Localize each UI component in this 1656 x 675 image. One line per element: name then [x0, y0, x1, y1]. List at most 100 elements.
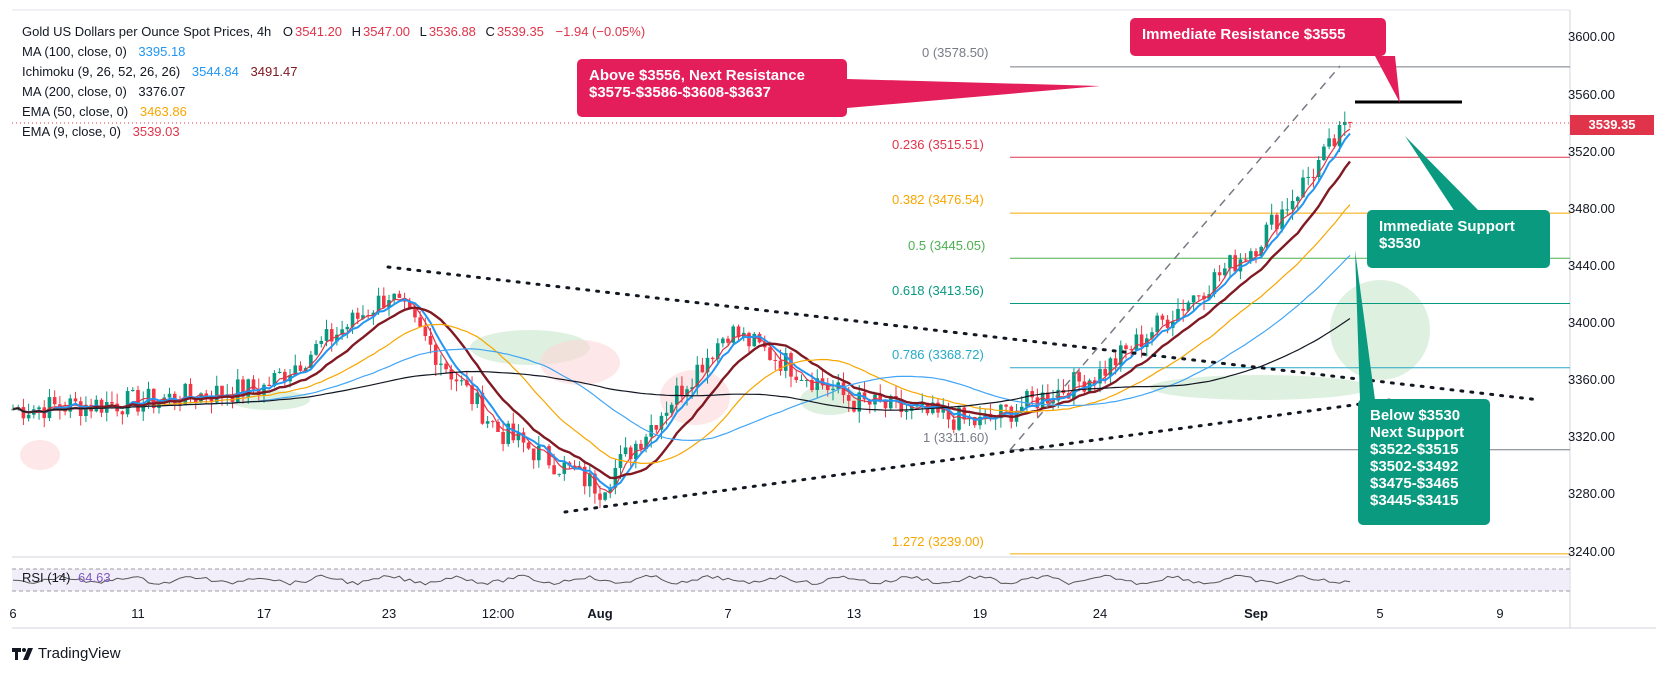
- current-price-tag: 3539.35: [1570, 115, 1654, 135]
- candle-body: [1202, 295, 1206, 300]
- candle-body: [485, 421, 490, 424]
- candle-body: [84, 404, 88, 417]
- candle-body: [695, 364, 700, 388]
- indicator-ema9[interactable]: EMA (9, close, 0) 3539.03: [22, 124, 182, 140]
- indicator-label: EMA (9, close, 0): [22, 124, 121, 139]
- candle-body: [618, 454, 623, 468]
- candle-body: [825, 385, 830, 391]
- candle-body: [376, 295, 381, 313]
- time-tick: 7: [724, 606, 732, 621]
- price-tick: 3520.00: [1568, 144, 1615, 159]
- candle-body: [449, 369, 454, 380]
- candle-body: [516, 432, 521, 441]
- candle-body: [1119, 345, 1123, 366]
- candle-body: [256, 389, 261, 395]
- fib-label-0786: 0.786 (3368.72): [892, 347, 984, 362]
- candle-body: [654, 425, 659, 430]
- candle-body: [773, 359, 778, 361]
- candle-body: [433, 344, 438, 365]
- candle-body: [941, 408, 946, 413]
- candle-body: [1316, 160, 1321, 178]
- rsi-line: [12, 574, 1351, 586]
- candle-body: [459, 380, 464, 382]
- time-tick: 6: [9, 606, 17, 621]
- candle-body: [11, 409, 15, 411]
- candle-body: [588, 473, 592, 487]
- candle-body: [804, 379, 809, 381]
- candle-body: [413, 309, 417, 318]
- candle-body: [1191, 295, 1196, 303]
- indicator-ma100[interactable]: MA (100, close, 0) 3395.18: [22, 44, 187, 60]
- candle-body: [639, 443, 643, 449]
- time-tick: 11: [131, 606, 145, 621]
- candle-body: [582, 466, 587, 487]
- candle-body: [1264, 224, 1269, 247]
- candle-body: [1290, 200, 1295, 210]
- candle-body: [1275, 214, 1279, 230]
- ema50-line: [12, 204, 1351, 465]
- candle-body: [909, 406, 914, 411]
- open-value: 3541.20: [295, 24, 343, 39]
- ichimoku-base-line: [12, 160, 1351, 480]
- candle-body: [319, 340, 324, 344]
- indicator-ichimoku[interactable]: Ichimoku (9, 26, 52, 26, 26) 3544.84 349…: [22, 64, 300, 80]
- indicator-value: 3544.84: [191, 64, 239, 79]
- indicator-ema50[interactable]: EMA (50, close, 0) 3463.86: [22, 104, 189, 120]
- candle-body: [700, 364, 705, 373]
- candle-body: [721, 338, 725, 344]
- candle-body: [470, 385, 474, 405]
- candle-body: [241, 379, 245, 397]
- candle-body: [547, 446, 551, 466]
- candle-body: [726, 338, 730, 343]
- tradingview-logo[interactable]: TradingView: [12, 645, 121, 662]
- candle-body: [491, 421, 495, 423]
- indicator-ma200[interactable]: MA (200, close, 0) 3376.07: [22, 84, 187, 100]
- candle-body: [1019, 406, 1024, 412]
- candle-body: [951, 419, 956, 430]
- candle-body: [480, 392, 485, 424]
- candle-body: [272, 372, 277, 387]
- indicator-value: 3376.07: [138, 84, 186, 99]
- candle-body: [1259, 246, 1264, 257]
- candle-body: [888, 396, 893, 409]
- candle-body: [831, 388, 835, 391]
- candle-body: [846, 395, 851, 401]
- candle-body: [267, 384, 272, 387]
- candle-body: [946, 408, 951, 420]
- candle-body: [1004, 404, 1008, 407]
- candle-body: [324, 329, 329, 341]
- time-tick: 5: [1376, 606, 1384, 621]
- candle-body: [157, 401, 161, 409]
- upper-trendline: [386, 265, 1542, 402]
- candle-body: [1233, 255, 1237, 272]
- candle-body: [26, 414, 31, 419]
- next-support-callout: Below $3530 Next Support $3522-$3515 $35…: [1358, 399, 1490, 525]
- candle-body: [1056, 389, 1061, 401]
- ma200-line: [12, 318, 1351, 413]
- candle-body: [1186, 302, 1191, 311]
- candle-body: [1077, 372, 1081, 382]
- candle-body: [521, 432, 526, 443]
- candle-body: [506, 423, 510, 444]
- brand-name: TradingView: [38, 645, 121, 662]
- candle-body: [649, 425, 653, 437]
- close-label: C: [485, 24, 495, 39]
- candle-body: [537, 445, 541, 461]
- candle-body: [669, 404, 674, 413]
- candle-body: [999, 404, 1003, 419]
- rsi-legend[interactable]: RSI (14) 64.63: [22, 570, 111, 585]
- price-tick: 3280.00: [1568, 486, 1615, 501]
- indicator-label: EMA (50, close, 0): [22, 104, 129, 119]
- price-tick: 3360.00: [1568, 372, 1615, 387]
- chart-frame: [12, 9, 1656, 629]
- candle-body: [1254, 251, 1258, 257]
- candle-body: [220, 385, 224, 397]
- time-tick: 24: [1092, 606, 1108, 621]
- fib-label-1272: 1.272 (3239.00): [892, 534, 984, 549]
- indicator-value: 3539.03: [132, 124, 180, 139]
- candle-body: [598, 493, 602, 500]
- candle-body: [246, 379, 251, 397]
- candle-body: [710, 357, 715, 360]
- time-tick: 12:00: [481, 606, 515, 621]
- candle-body: [715, 343, 720, 360]
